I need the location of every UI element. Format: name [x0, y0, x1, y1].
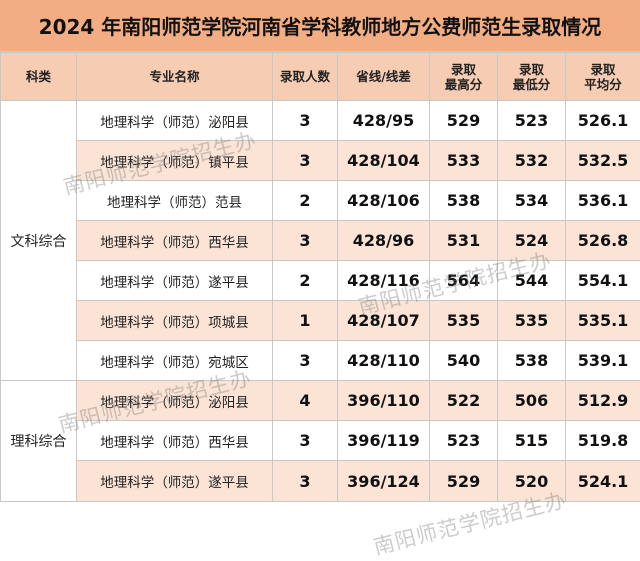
max-score: 529	[430, 101, 498, 141]
admitted-count: 2	[273, 261, 338, 301]
page-title: 2024 年南阳师范学院河南省学科教师地方公费师范生录取情况	[0, 0, 640, 52]
admitted-count: 3	[273, 341, 338, 381]
header-category: 科类	[1, 53, 77, 101]
major-name: 地理科学（师范）范县	[77, 181, 273, 221]
min-score: 506	[498, 381, 566, 421]
line-diff: 428/107	[338, 301, 430, 341]
line-diff: 396/124	[338, 461, 430, 502]
avg-score: 535.1	[566, 301, 640, 341]
line-diff: 428/96	[338, 221, 430, 261]
max-score: 529	[430, 461, 498, 502]
major-name: 地理科学（师范）西华县	[77, 421, 273, 461]
header-row: 科类 专业名称 录取人数 省线/线差 录取最高分 录取最低分 录取平均分	[1, 53, 640, 101]
max-score: 538	[430, 181, 498, 221]
max-score: 564	[430, 261, 498, 301]
min-score: 535	[498, 301, 566, 341]
line-diff: 428/110	[338, 341, 430, 381]
header-max-score: 录取最高分	[430, 53, 498, 101]
header-avg-score: 录取平均分	[566, 53, 640, 101]
line-diff: 428/95	[338, 101, 430, 141]
avg-score: 524.1	[566, 461, 640, 502]
line-diff: 396/110	[338, 381, 430, 421]
min-score: 523	[498, 101, 566, 141]
max-score: 540	[430, 341, 498, 381]
admitted-count: 4	[273, 381, 338, 421]
major-name: 地理科学（师范）遂平县	[77, 461, 273, 502]
line-diff: 396/119	[338, 421, 430, 461]
min-score: 538	[498, 341, 566, 381]
category-liberal-arts: 文科综合	[1, 101, 77, 381]
admitted-count: 3	[273, 141, 338, 181]
avg-score: 519.8	[566, 421, 640, 461]
avg-score: 526.1	[566, 101, 640, 141]
table-row: 地理科学（师范）宛城区 3 428/110 540 538 539.1	[1, 341, 640, 381]
table-row: 地理科学（师范）范县 2 428/106 538 534 536.1	[1, 181, 640, 221]
min-score: 520	[498, 461, 566, 502]
major-name: 地理科学（师范）镇平县	[77, 141, 273, 181]
header-line-diff: 省线/线差	[338, 53, 430, 101]
admitted-count: 3	[273, 461, 338, 502]
max-score: 535	[430, 301, 498, 341]
line-diff: 428/116	[338, 261, 430, 301]
avg-score: 554.1	[566, 261, 640, 301]
table-row: 地理科学（师范）镇平县 3 428/104 533 532 532.5	[1, 141, 640, 181]
max-score: 531	[430, 221, 498, 261]
major-name: 地理科学（师范）项城县	[77, 301, 273, 341]
min-score: 532	[498, 141, 566, 181]
admitted-count: 1	[273, 301, 338, 341]
major-name: 地理科学（师范）遂平县	[77, 261, 273, 301]
admitted-count: 3	[273, 421, 338, 461]
major-name: 地理科学（师范）泌阳县	[77, 381, 273, 421]
major-name: 地理科学（师范）宛城区	[77, 341, 273, 381]
max-score: 522	[430, 381, 498, 421]
header-major: 专业名称	[77, 53, 273, 101]
admitted-count: 3	[273, 101, 338, 141]
avg-score: 526.8	[566, 221, 640, 261]
admitted-count: 3	[273, 221, 338, 261]
major-name: 地理科学（师范）泌阳县	[77, 101, 273, 141]
table-row: 文科综合 地理科学（师范）泌阳县 3 428/95 529 523 526.1	[1, 101, 640, 141]
max-score: 523	[430, 421, 498, 461]
line-diff: 428/106	[338, 181, 430, 221]
avg-score: 512.9	[566, 381, 640, 421]
min-score: 544	[498, 261, 566, 301]
min-score: 515	[498, 421, 566, 461]
header-min-score: 录取最低分	[498, 53, 566, 101]
max-score: 533	[430, 141, 498, 181]
min-score: 524	[498, 221, 566, 261]
table-row: 地理科学（师范）西华县 3 396/119 523 515 519.8	[1, 421, 640, 461]
min-score: 534	[498, 181, 566, 221]
line-diff: 428/104	[338, 141, 430, 181]
avg-score: 539.1	[566, 341, 640, 381]
table-row: 理科综合 地理科学（师范）泌阳县 4 396/110 522 506 512.9	[1, 381, 640, 421]
category-science: 理科综合	[1, 381, 77, 502]
major-name: 地理科学（师范）西华县	[77, 221, 273, 261]
header-admitted: 录取人数	[273, 53, 338, 101]
avg-score: 536.1	[566, 181, 640, 221]
table-row: 地理科学（师范）项城县 1 428/107 535 535 535.1	[1, 301, 640, 341]
table-row: 地理科学（师范）遂平县 2 428/116 564 544 554.1	[1, 261, 640, 301]
table-row: 地理科学（师范）遂平县 3 396/124 529 520 524.1	[1, 461, 640, 502]
table-row: 地理科学（师范）西华县 3 428/96 531 524 526.8	[1, 221, 640, 261]
admission-table: 科类 专业名称 录取人数 省线/线差 录取最高分 录取最低分 录取平均分 文科综…	[0, 52, 640, 502]
avg-score: 532.5	[566, 141, 640, 181]
admitted-count: 2	[273, 181, 338, 221]
